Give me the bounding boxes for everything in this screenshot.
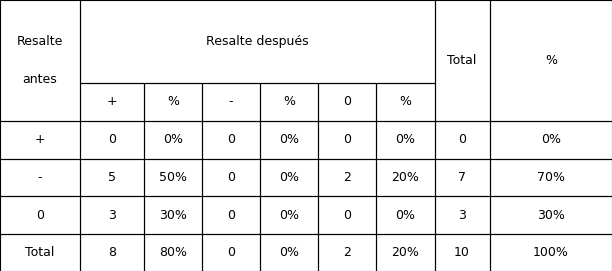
Bar xyxy=(80,159,144,196)
Text: 20%: 20% xyxy=(392,246,419,259)
Text: 0: 0 xyxy=(108,133,116,146)
Bar xyxy=(318,159,376,196)
Text: 0%: 0% xyxy=(279,246,299,259)
Bar xyxy=(318,196,376,234)
Bar xyxy=(435,121,490,159)
Bar xyxy=(80,234,144,271)
Text: 0: 0 xyxy=(227,133,235,146)
Bar xyxy=(144,83,202,121)
Bar xyxy=(0,196,80,234)
Text: 3: 3 xyxy=(108,209,116,222)
Bar xyxy=(490,196,612,234)
Bar xyxy=(260,234,318,271)
Text: Total: Total xyxy=(447,54,477,67)
Text: -: - xyxy=(37,171,42,184)
Text: 0: 0 xyxy=(227,246,235,259)
Bar xyxy=(202,83,260,121)
Text: 20%: 20% xyxy=(392,171,419,184)
Bar xyxy=(376,121,435,159)
Bar xyxy=(144,196,202,234)
Bar xyxy=(0,159,80,196)
Text: 30%: 30% xyxy=(159,209,187,222)
Text: 3: 3 xyxy=(458,209,466,222)
Text: %: % xyxy=(167,95,179,108)
Bar xyxy=(260,159,318,196)
Bar xyxy=(435,234,490,271)
Text: 30%: 30% xyxy=(537,209,565,222)
Text: 0%: 0% xyxy=(395,209,416,222)
Text: 0: 0 xyxy=(35,209,44,222)
Bar xyxy=(80,196,144,234)
Text: 10: 10 xyxy=(454,246,470,259)
Bar xyxy=(435,0,490,121)
Text: Total: Total xyxy=(25,246,54,259)
Bar xyxy=(80,83,144,121)
Bar xyxy=(376,234,435,271)
Text: %: % xyxy=(283,95,295,108)
Bar xyxy=(318,234,376,271)
Text: -: - xyxy=(229,95,233,108)
Bar xyxy=(318,83,376,121)
Text: 0: 0 xyxy=(458,133,466,146)
Text: 0%: 0% xyxy=(541,133,561,146)
Text: 100%: 100% xyxy=(533,246,569,259)
Bar xyxy=(260,83,318,121)
Text: +: + xyxy=(106,95,117,108)
Text: 0: 0 xyxy=(227,209,235,222)
Text: 80%: 80% xyxy=(159,246,187,259)
Bar xyxy=(202,121,260,159)
Bar xyxy=(376,159,435,196)
Text: 2: 2 xyxy=(343,171,351,184)
Text: +: + xyxy=(34,133,45,146)
Bar xyxy=(435,196,490,234)
Bar xyxy=(490,234,612,271)
Text: 0%: 0% xyxy=(395,133,416,146)
Text: 2: 2 xyxy=(343,246,351,259)
Bar xyxy=(144,234,202,271)
Text: 0: 0 xyxy=(343,209,351,222)
Text: antes: antes xyxy=(23,73,57,86)
Bar xyxy=(202,234,260,271)
Text: 0: 0 xyxy=(343,95,351,108)
Bar xyxy=(0,0,80,121)
Text: 8: 8 xyxy=(108,246,116,259)
Bar xyxy=(490,121,612,159)
Bar xyxy=(80,0,435,83)
Bar xyxy=(376,83,435,121)
Text: Resalte: Resalte xyxy=(17,35,63,48)
Text: 0%: 0% xyxy=(279,133,299,146)
Text: %: % xyxy=(400,95,411,108)
Text: 0%: 0% xyxy=(279,171,299,184)
Bar xyxy=(0,234,80,271)
Text: 0: 0 xyxy=(343,133,351,146)
Bar xyxy=(318,121,376,159)
Bar xyxy=(80,121,144,159)
Bar xyxy=(202,196,260,234)
Text: 5: 5 xyxy=(108,171,116,184)
Bar xyxy=(260,121,318,159)
Bar xyxy=(0,121,80,159)
Text: 0: 0 xyxy=(227,171,235,184)
Bar xyxy=(202,159,260,196)
Text: 0%: 0% xyxy=(163,133,183,146)
Text: %: % xyxy=(545,54,557,67)
Bar xyxy=(144,159,202,196)
Text: Resalte después: Resalte después xyxy=(206,35,308,48)
Text: 0%: 0% xyxy=(279,209,299,222)
Text: 50%: 50% xyxy=(159,171,187,184)
Bar xyxy=(490,0,612,121)
Bar xyxy=(490,159,612,196)
Text: 7: 7 xyxy=(458,171,466,184)
Bar xyxy=(435,159,490,196)
Bar xyxy=(376,196,435,234)
Text: 70%: 70% xyxy=(537,171,565,184)
Bar xyxy=(260,196,318,234)
Bar xyxy=(144,121,202,159)
